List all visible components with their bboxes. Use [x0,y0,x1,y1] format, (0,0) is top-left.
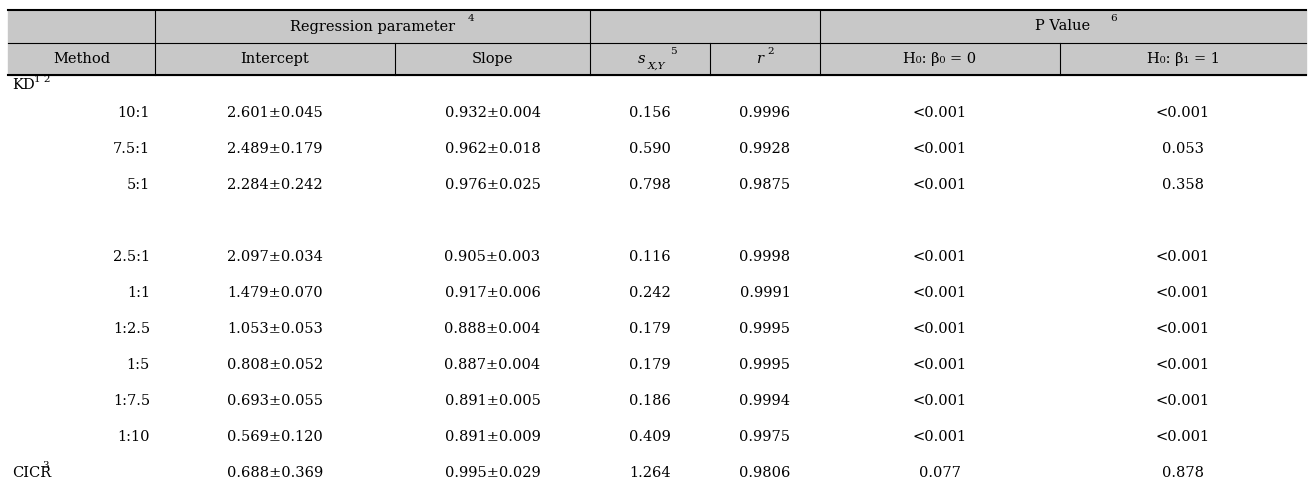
Text: 0.242: 0.242 [629,286,671,300]
Text: 4: 4 [468,14,474,23]
Text: X,Y: X,Y [648,61,665,71]
Text: r: r [757,52,763,66]
Text: <0.001: <0.001 [913,250,967,264]
Text: 0.976±0.025: 0.976±0.025 [444,178,540,192]
Text: 7.5:1: 7.5:1 [113,142,150,156]
Text: <0.001: <0.001 [1156,106,1210,120]
Text: 0.9995: 0.9995 [740,322,791,336]
Text: <0.001: <0.001 [1156,322,1210,336]
Text: 2.097±0.034: 2.097±0.034 [227,250,323,264]
Text: <0.001: <0.001 [1156,430,1210,444]
Text: 0.962±0.018: 0.962±0.018 [444,142,540,156]
Text: 10:1: 10:1 [117,106,150,120]
Text: <0.001: <0.001 [913,322,967,336]
Text: 1:7.5: 1:7.5 [113,394,150,408]
Text: 0.409: 0.409 [629,430,671,444]
Bar [8,10,1306,43]
Text: 0.9994: 0.9994 [740,394,791,408]
Text: Method: Method [53,52,110,66]
Text: <0.001: <0.001 [1156,394,1210,408]
Text: H₀: β₁ = 1: H₀: β₁ = 1 [1147,52,1219,66]
Text: 0.688±0.369: 0.688±0.369 [227,466,323,480]
Text: 0.9991: 0.9991 [740,286,791,300]
Text: <0.001: <0.001 [1156,286,1210,300]
Text: 0.116: 0.116 [629,250,671,264]
Text: <0.001: <0.001 [913,394,967,408]
Text: 0.186: 0.186 [629,394,671,408]
Text: 0.995±0.029: 0.995±0.029 [444,466,540,480]
Text: 2.284±0.242: 2.284±0.242 [227,178,323,192]
Text: H₀: β₀ = 0: H₀: β₀ = 0 [904,52,976,66]
Text: 0.590: 0.590 [629,142,671,156]
Text: <0.001: <0.001 [913,178,967,192]
Text: 1.264: 1.264 [629,466,671,480]
Text: <0.001: <0.001 [1156,358,1210,372]
Text: CICR: CICR [12,466,51,480]
Text: 0.887±0.004: 0.887±0.004 [444,358,540,372]
Text: s: s [639,52,645,66]
Text: 0.077: 0.077 [918,466,961,480]
Text: 0.9875: 0.9875 [740,178,791,192]
Text: 2.601±0.045: 2.601±0.045 [227,106,323,120]
Text: Slope: Slope [472,52,514,66]
Text: 0.888±0.004: 0.888±0.004 [444,322,540,336]
Text: 3: 3 [42,460,49,469]
Text: Regression parameter: Regression parameter [290,20,455,34]
Text: 0.9995: 0.9995 [740,358,791,372]
Text: 0.9996: 0.9996 [740,106,791,120]
Text: 0.905±0.003: 0.905±0.003 [444,250,540,264]
Text: 0.569±0.120: 0.569±0.120 [227,430,323,444]
Text: 1.479±0.070: 1.479±0.070 [227,286,323,300]
Text: 0.917±0.006: 0.917±0.006 [444,286,540,300]
Text: 0.798: 0.798 [629,178,671,192]
Text: 1:2.5: 1:2.5 [113,322,150,336]
Text: 0.179: 0.179 [629,358,671,372]
Text: <0.001: <0.001 [913,430,967,444]
Text: 0.9806: 0.9806 [740,466,791,480]
Text: 2: 2 [767,47,774,56]
Text: 2.489±0.179: 2.489±0.179 [227,142,323,156]
Text: KD: KD [12,78,34,92]
Text: 0.9975: 0.9975 [740,430,791,444]
Text: 0.891±0.009: 0.891±0.009 [444,430,540,444]
Text: P Value: P Value [1035,20,1091,34]
Text: <0.001: <0.001 [913,286,967,300]
Text: 0.808±0.052: 0.808±0.052 [227,358,323,372]
Text: 5:1: 5:1 [126,178,150,192]
Text: 5: 5 [670,47,677,56]
Text: 0.878: 0.878 [1162,466,1204,480]
Text: 2.5:1: 2.5:1 [113,250,150,264]
Text: 0.693±0.055: 0.693±0.055 [227,394,323,408]
Text: 1:5: 1:5 [126,358,150,372]
Text: 0.156: 0.156 [629,106,671,120]
Text: 0.9928: 0.9928 [740,142,791,156]
Text: 1:1: 1:1 [127,286,150,300]
Text: 0.932±0.004: 0.932±0.004 [444,106,540,120]
Text: <0.001: <0.001 [913,358,967,372]
Text: <0.001: <0.001 [913,106,967,120]
Text: 1:10: 1:10 [117,430,150,444]
Text: 0.179: 0.179 [629,322,671,336]
Text: 0.053: 0.053 [1162,142,1204,156]
Text: 1.053±0.053: 1.053±0.053 [227,322,323,336]
Bar [8,43,1306,75]
Text: <0.001: <0.001 [913,142,967,156]
Text: <0.001: <0.001 [1156,250,1210,264]
Text: Intercept: Intercept [240,52,309,66]
Text: 0.358: 0.358 [1162,178,1204,192]
Text: 6: 6 [1110,14,1117,23]
Text: 1 2: 1 2 [34,74,50,84]
Text: 0.9998: 0.9998 [740,250,791,264]
Text: 0.891±0.005: 0.891±0.005 [444,394,540,408]
